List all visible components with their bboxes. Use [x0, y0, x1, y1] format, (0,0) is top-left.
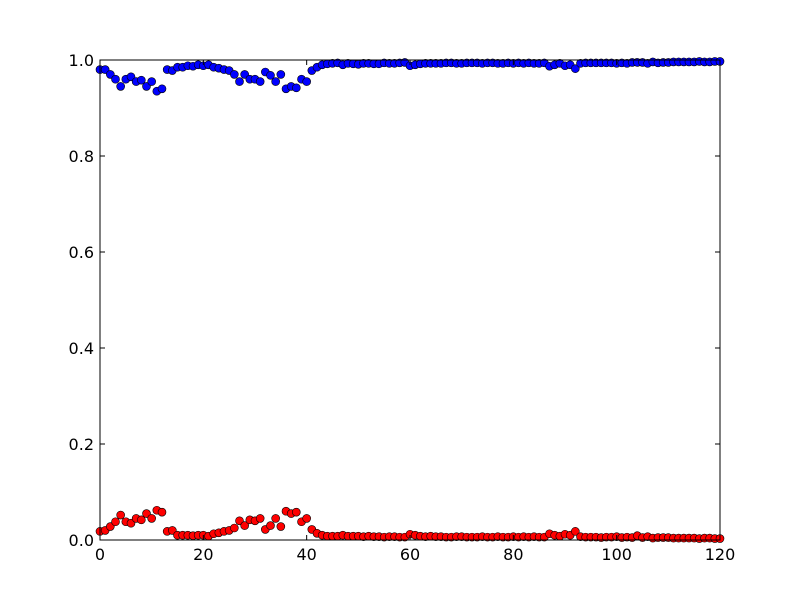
x-tick-label: 80 [503, 545, 523, 564]
data-point [302, 514, 311, 523]
data-point [271, 514, 280, 523]
plot-background [100, 60, 720, 540]
data-point [230, 523, 239, 533]
data-point [137, 515, 146, 525]
y-tick-label: 0.0 [69, 531, 94, 550]
data-point [235, 77, 244, 86]
x-tick-label: 40 [296, 545, 316, 564]
data-point [255, 77, 265, 86]
data-point [137, 75, 146, 85]
data-point [157, 507, 167, 517]
data-point [157, 84, 167, 94]
data-point [571, 64, 580, 73]
data-point [116, 82, 125, 91]
y-tick-label: 0.2 [69, 435, 94, 454]
x-tick-label: 100 [601, 545, 632, 564]
data-point [571, 527, 580, 536]
data-point [111, 74, 120, 84]
data-point [271, 77, 280, 86]
data-point [292, 507, 301, 517]
data-point [302, 77, 311, 86]
data-point [292, 83, 301, 93]
data-point [147, 77, 156, 86]
data-point [276, 70, 286, 79]
axes-layer: 0 20 40 60 80 100 120 0.0 0.2 0.4 0.6 0.8 1.0 [69, 51, 736, 564]
data-point [255, 514, 265, 523]
data-point [111, 517, 120, 527]
y-tick-label: 0.4 [69, 339, 94, 358]
data-point [240, 521, 249, 530]
y-tick-label: 0.6 [69, 243, 94, 262]
plot-area [100, 60, 720, 540]
data-point [116, 510, 125, 520]
data-point [230, 70, 239, 79]
data-point [276, 522, 286, 531]
data-point [266, 521, 275, 530]
x-tick-label: 20 [193, 545, 213, 564]
y-tick-label: 1.0 [69, 51, 94, 70]
y-tick-label: 0.8 [69, 147, 94, 166]
data-point [147, 514, 156, 523]
x-tick-label: 0 [95, 545, 105, 564]
x-tick-label: 120 [705, 545, 736, 564]
data-point [266, 71, 275, 80]
x-tick-label: 60 [400, 545, 420, 564]
